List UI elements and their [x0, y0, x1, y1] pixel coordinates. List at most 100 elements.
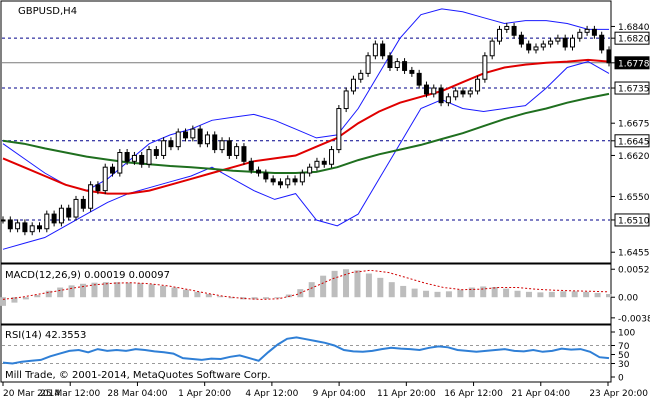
macd-bar: [182, 289, 189, 298]
x-tick-label: 11 Apr 20:00: [377, 389, 436, 399]
macd-bar: [525, 291, 532, 298]
candle-body: [7, 219, 13, 230]
level-price-tag: [614, 134, 650, 148]
x-tick-label: 21 Apr 04:00: [511, 389, 570, 399]
candle-body: [183, 131, 189, 139]
candle-body: [526, 43, 532, 51]
candle-body: [175, 131, 181, 148]
candle-body: [591, 28, 597, 36]
x-tick-label: 23 Apr 20:00: [589, 389, 648, 399]
candle-body: [496, 28, 502, 42]
rsi-pane-frame: [0, 324, 612, 383]
candle-body: [95, 184, 101, 192]
candle-body: [445, 96, 451, 104]
candle-body: [540, 43, 546, 48]
candle-body: [584, 28, 590, 33]
candle-body: [409, 69, 415, 74]
main-tick-label: 1.6645: [618, 137, 650, 147]
x-tick-label: 9 Apr 04:00: [313, 389, 366, 399]
level-price-tag: [614, 31, 650, 45]
macd-bar: [388, 282, 395, 298]
macd-bar: [22, 297, 29, 300]
macd-bar: [240, 297, 247, 300]
macd-bar: [125, 282, 132, 298]
candle-body: [482, 55, 488, 80]
macd-bar: [228, 297, 235, 299]
macd-bar: [434, 291, 441, 298]
candle-body: [139, 154, 145, 165]
macd-bar: [514, 290, 521, 298]
candle-body: [219, 140, 225, 151]
macd-bar: [68, 285, 75, 298]
rsi-title: RSI(14) 42.3553: [5, 330, 86, 341]
macd-bar: [80, 283, 87, 298]
macd-title: MACD(12,26,9) 0.00019 0.00097: [5, 270, 170, 281]
rsi-pane: RSI(14) 42.3553 Mill Trade, © 2001-2014,…: [0, 324, 635, 384]
candle-body: [504, 25, 510, 30]
candle-body: [358, 72, 364, 80]
candle-body: [350, 78, 356, 92]
candle-body: [372, 43, 378, 57]
macd-bar: [365, 273, 372, 298]
rsi-tick-label: 50: [618, 351, 630, 361]
macd-bar: [194, 291, 201, 298]
candle-body: [380, 43, 386, 57]
candle-body: [124, 152, 130, 162]
candle-body: [511, 25, 517, 36]
macd-bar: [354, 270, 361, 298]
macd-pane: MACD(12,26,9) 0.00019 0.00097 0.00520.00…: [0, 263, 650, 325]
level-price-tag: [614, 213, 650, 227]
macd-bar: [137, 283, 144, 298]
candle-body: [168, 140, 174, 148]
macd-tick-label: 0.00: [618, 294, 638, 304]
candle-body: [416, 72, 422, 86]
macd-bar: [102, 282, 109, 298]
rsi-tick-label: 100: [618, 329, 635, 339]
macd-bar: [262, 297, 269, 299]
main-tick-label: 1.6820: [618, 35, 650, 45]
candle-body: [548, 40, 554, 45]
macd-bar: [57, 287, 64, 298]
candle-body: [277, 181, 283, 186]
macd-bar: [583, 291, 590, 298]
candle-body: [394, 61, 400, 69]
candle-body: [365, 55, 371, 74]
macd-bar: [411, 288, 418, 298]
series-line-bb-lower: [2, 61, 610, 250]
candle-body: [190, 128, 196, 139]
rsi-tick-label: 70: [618, 342, 630, 352]
candle-body: [161, 140, 167, 156]
macd-bar: [171, 287, 178, 298]
candle-body: [131, 154, 137, 162]
main-price-pane: GBPUSD,H4 1.6840 1.6820 1.6778 1.6735 1.6675…: [0, 0, 650, 264]
candle-body: [66, 207, 72, 218]
main-tick-label: 1.6735: [618, 85, 650, 95]
macd-bar: [606, 294, 612, 298]
macd-histogram: [0, 269, 612, 306]
macd-bar: [114, 282, 121, 298]
candle-body: [285, 178, 291, 186]
candle-body: [22, 222, 28, 233]
macd-bar: [503, 288, 510, 298]
macd-bar: [45, 290, 52, 298]
candle-body: [241, 146, 247, 162]
macd-bar: [400, 285, 407, 298]
main-y-ticks: 1.6840 1.6820 1.6778 1.6735 1.6675 1.6645 1.66…: [611, 23, 650, 259]
current-price-tag: [614, 56, 650, 70]
macd-bar: [320, 275, 327, 298]
macd-bar: [548, 291, 555, 298]
candle-body: [569, 37, 575, 48]
macd-bar: [205, 294, 212, 298]
candle-body: [343, 90, 349, 110]
candle-body: [314, 160, 320, 168]
candle-body: [599, 34, 605, 51]
main-candles: [0, 22, 612, 236]
candle-body: [102, 166, 108, 192]
macd-bar: [480, 286, 487, 298]
macd-tick-label: -0.00383: [618, 314, 650, 324]
main-tick-label: 1.6455: [618, 249, 650, 259]
candle-body: [299, 172, 305, 183]
